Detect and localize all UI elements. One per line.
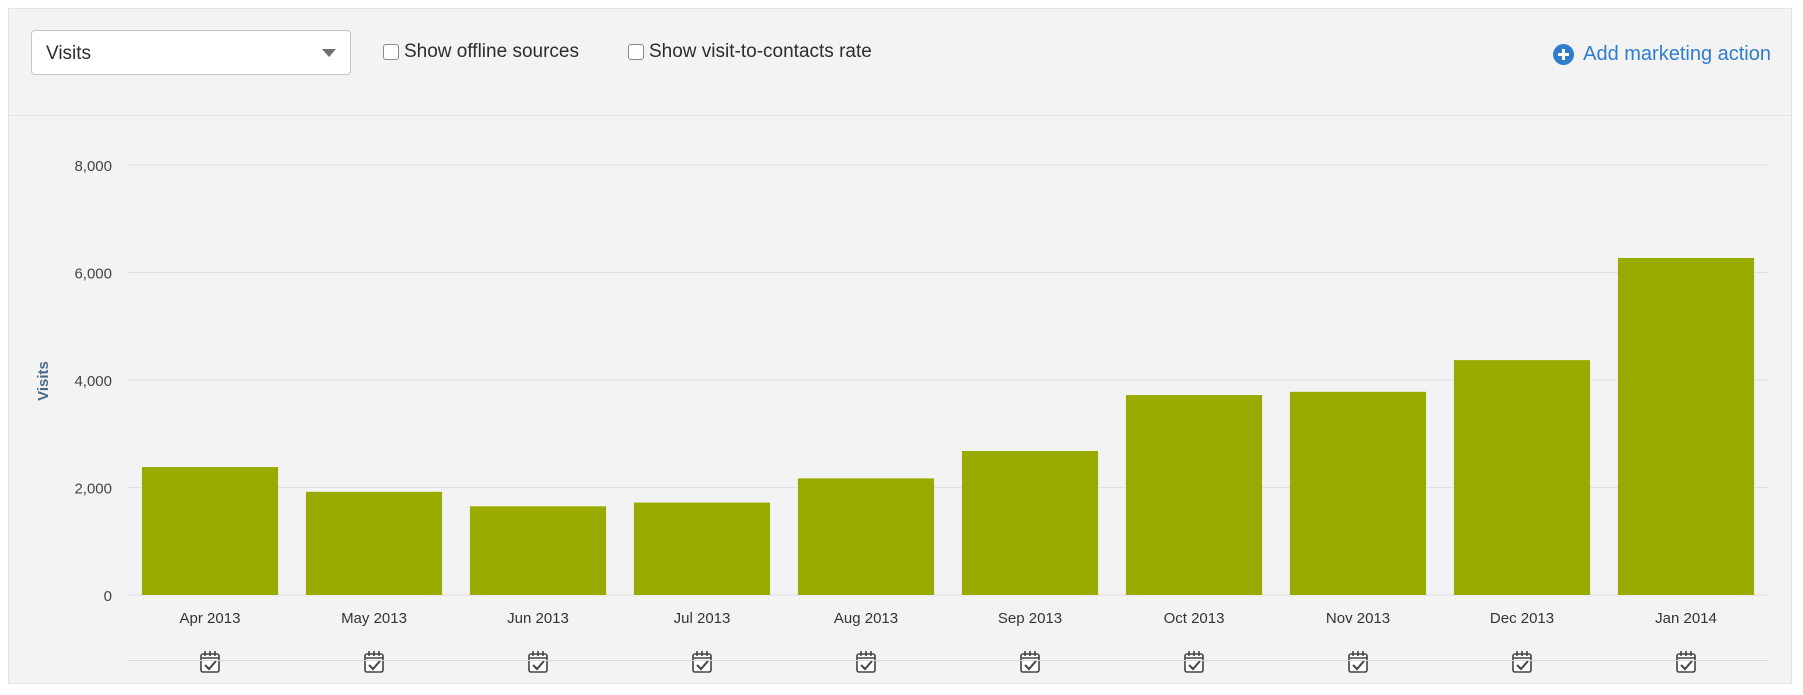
chevron-down-icon [322,49,336,57]
bar [633,502,771,595]
checkbox-box[interactable] [628,44,644,60]
metric-select[interactable]: Visits [31,30,351,75]
y-tick-label: 0 [104,588,112,605]
y-axis-title: Visits [35,361,52,401]
bar [469,506,607,595]
calendar-check-icon[interactable] [1184,651,1204,673]
bar [1289,391,1427,595]
x-tick-label: Sep 2013 [998,610,1062,627]
x-tick-label: Jun 2013 [507,610,569,627]
bar [1453,360,1591,595]
x-tick-label: Dec 2013 [1490,610,1554,627]
x-tick-label: Jan 2014 [1655,610,1717,627]
calendar-check-icon[interactable] [200,651,220,673]
calendar-check-icon[interactable] [1348,651,1368,673]
show-visit-to-contacts-rate-checkbox[interactable]: Show visit-to-contacts rate [628,39,872,65]
bar [1125,395,1263,595]
x-tick-label: Aug 2013 [834,610,898,627]
bar [141,467,279,595]
x-tick-label: May 2013 [341,610,407,627]
calendar-check-icon[interactable] [856,651,876,673]
x-tick-label: Oct 2013 [1164,610,1225,627]
x-tick-label: Nov 2013 [1326,610,1390,627]
x-tick-label: Jul 2013 [674,610,731,627]
x-tick-label: Apr 2013 [180,610,241,627]
calendar-check-icon[interactable] [1676,651,1696,673]
calendar-check-icon[interactable] [364,651,384,673]
add-marketing-action-label: Add marketing action [1583,43,1771,65]
bar [1617,257,1755,595]
y-tick-label: 6,000 [74,266,112,283]
bar [797,478,935,595]
metric-select-value: Visits [46,43,92,64]
checkbox-box[interactable] [383,44,399,60]
bar [305,491,443,595]
event-track-line [128,660,1768,661]
calendar-check-icon[interactable] [1512,651,1532,673]
checkbox-label: Show offline sources [404,41,579,62]
y-tick-label: 8,000 [74,158,112,175]
chart-toolbar: Visits Show offline sources Show visit-t… [9,9,1791,116]
calendar-check-icon[interactable] [528,651,548,673]
bar [961,450,1099,595]
y-tick-label: 2,000 [74,481,112,498]
calendar-check-icon[interactable] [1020,651,1040,673]
checkbox-label: Show visit-to-contacts rate [649,41,872,62]
plus-circle-icon [1553,44,1575,65]
show-offline-sources-checkbox[interactable]: Show offline sources [383,39,579,65]
add-marketing-action-button[interactable]: Add marketing action [1553,43,1771,66]
y-tick-label: 4,000 [74,373,112,390]
calendar-check-icon[interactable] [692,651,712,673]
